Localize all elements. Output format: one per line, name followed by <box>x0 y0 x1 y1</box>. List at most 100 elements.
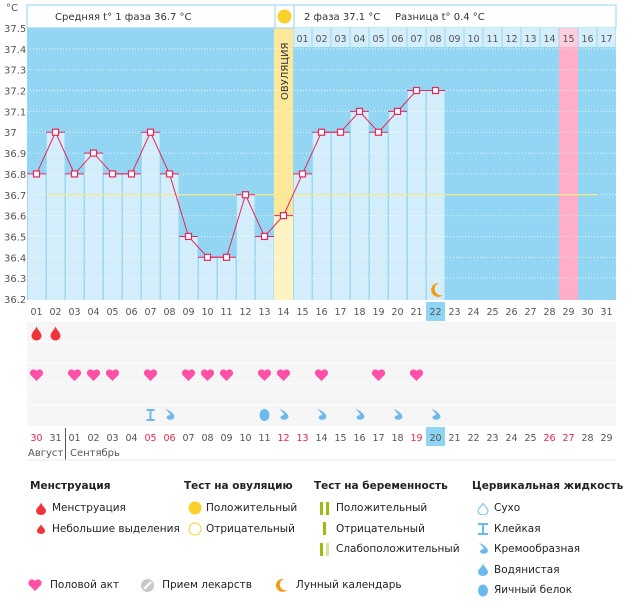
moon-icon <box>274 578 288 592</box>
x-day-label: 05 <box>106 307 118 318</box>
legend-label: Клейкая <box>494 522 541 535</box>
calendar-date: 12 <box>277 433 289 444</box>
y-tick-label: 37.4 <box>4 45 26 56</box>
temperature-point <box>317 128 326 136</box>
legend-label: Сухо <box>494 502 521 515</box>
y-axis-ticks: 37.5 37.4 37.3 37.2 37.1 37 36.9 36.8 36.7 36.6 36… <box>4 24 26 306</box>
calendar-date: 01 <box>68 433 80 444</box>
temperature-bar <box>160 173 179 300</box>
legend-label: Отрицательный <box>336 522 425 535</box>
fluid-creamy-icon <box>472 543 494 555</box>
post-ovulation-day-label: 02 <box>315 34 327 45</box>
post-ovulation-day-cell <box>407 28 426 47</box>
fluid-sticky-icon <box>146 409 155 421</box>
heart-icon <box>29 369 44 381</box>
legend-label: Половой акт <box>50 579 120 591</box>
x-day-label: 02 <box>49 307 61 318</box>
calendar-date: 29 <box>600 433 612 444</box>
calendar-dates: 30 31 01 02 03 04 05 06 07 08 09 10 11 12 13 14 15 16 17 18… <box>30 427 613 446</box>
pregnancy-positive-icon <box>314 501 336 515</box>
x-day-label: 22 <box>429 307 441 318</box>
x-day-label: 07 <box>144 307 156 318</box>
temperature-point <box>374 128 383 136</box>
heart-icon <box>200 369 215 381</box>
temperature-point <box>184 232 193 241</box>
temperature-point <box>431 86 440 95</box>
legend-title: Тест на овуляцию <box>184 480 293 492</box>
y-tick-label: 37.1 <box>4 107 26 118</box>
temperature-point <box>222 253 231 261</box>
calendar-date: 07 <box>182 433 194 444</box>
fluid-creamy-icon <box>279 409 289 420</box>
temperature-bar <box>350 111 369 300</box>
x-day-label: 03 <box>68 307 80 318</box>
pill-icon <box>141 578 155 592</box>
x-day-label: 01 <box>30 307 42 318</box>
temperature-bar <box>65 173 84 300</box>
temperature-point <box>336 128 345 136</box>
heart-icon <box>67 369 82 381</box>
post-ovulation-day-label: 16 <box>581 34 593 45</box>
temperature-point <box>279 212 288 220</box>
calendar-date: 30 <box>30 433 42 444</box>
y-tick-label: 36.3 <box>4 274 26 285</box>
post-ovulation-day-label: 07 <box>410 34 422 45</box>
phase1-summary: Средняя t° 1 фаза 36.7 °C <box>55 12 192 23</box>
post-ovulation-day-row: 01 02 03 04 05 06 07 08 09 10 11 12 13 14 15 16 17 <box>293 28 616 47</box>
temperature-point <box>393 107 402 115</box>
heart-icon <box>409 369 424 381</box>
temperature-bar <box>46 132 65 300</box>
x-day-label: 06 <box>125 307 137 318</box>
x-day-label: 13 <box>258 307 270 318</box>
post-ovulation-day-label: 03 <box>334 34 346 45</box>
spotting-drop-icon <box>30 523 52 534</box>
fluid-creamy-icon <box>431 409 441 420</box>
calendar-date: 14 <box>315 433 327 444</box>
heart-icon <box>105 369 120 381</box>
calendar-date: 31 <box>49 433 61 444</box>
phase2-summary: 2 фаза 37.1 °C <box>304 12 380 23</box>
temperature-points <box>27 86 445 261</box>
calendar-date: 10 <box>239 433 251 444</box>
x-day-label: 19 <box>372 307 384 318</box>
x-day-label: 08 <box>163 307 175 318</box>
pregnancy-negative-icon <box>314 522 336 536</box>
temperature-point <box>165 170 174 178</box>
post-ovulation-day-label: 14 <box>543 34 555 45</box>
legend-label: Водянистая <box>494 563 560 576</box>
temperature-point <box>51 128 60 136</box>
post-ovulation-day-label: 04 <box>353 34 365 45</box>
x-day-label: 26 <box>505 307 517 318</box>
temperature-point <box>203 253 212 261</box>
menstruation-drop-icon <box>30 501 52 515</box>
ovulation-positive-icon <box>184 501 206 515</box>
x-day-label: 18 <box>353 307 365 318</box>
heart-icon <box>371 369 386 381</box>
calendar-date: 05 <box>144 433 156 444</box>
legend-item: Слабоположительный <box>314 539 460 560</box>
legend-item: Отрицательный <box>184 519 297 540</box>
y-tick-label: 36.4 <box>4 253 26 264</box>
calendar-date: 02 <box>87 433 99 444</box>
post-ovulation-day-cell <box>312 28 331 47</box>
calendar-date: 08 <box>201 433 213 444</box>
calendar-date: 21 <box>448 433 460 444</box>
legend-label: Положительный <box>336 502 428 515</box>
calendar-date: 20 <box>429 433 441 444</box>
current-day-highlight <box>426 302 445 321</box>
calendar-date: 19 <box>410 433 422 444</box>
fluid-creamy-icon <box>165 409 175 420</box>
legend-label: Слабоположительный <box>336 543 460 556</box>
post-ovulation-day-cell <box>540 28 559 47</box>
heart-icon <box>276 369 291 381</box>
post-ovulation-day-cell <box>331 28 350 47</box>
fluid-dry-icon <box>472 502 494 515</box>
x-day-label: 23 <box>448 307 460 318</box>
legend-label: Менструация <box>52 502 126 515</box>
bbt-chart: °C 37.5 37.4 37.3 37.2 37.1 37 36.9 36.8 36.7 36.… <box>4 3 617 461</box>
post-ovulation-day-cell <box>578 28 597 47</box>
legend-item: Лунный календарь <box>274 578 402 592</box>
legend-item: Положительный <box>184 498 297 519</box>
legend-label: Лунный календарь <box>295 579 402 591</box>
temperature-point <box>70 170 79 178</box>
